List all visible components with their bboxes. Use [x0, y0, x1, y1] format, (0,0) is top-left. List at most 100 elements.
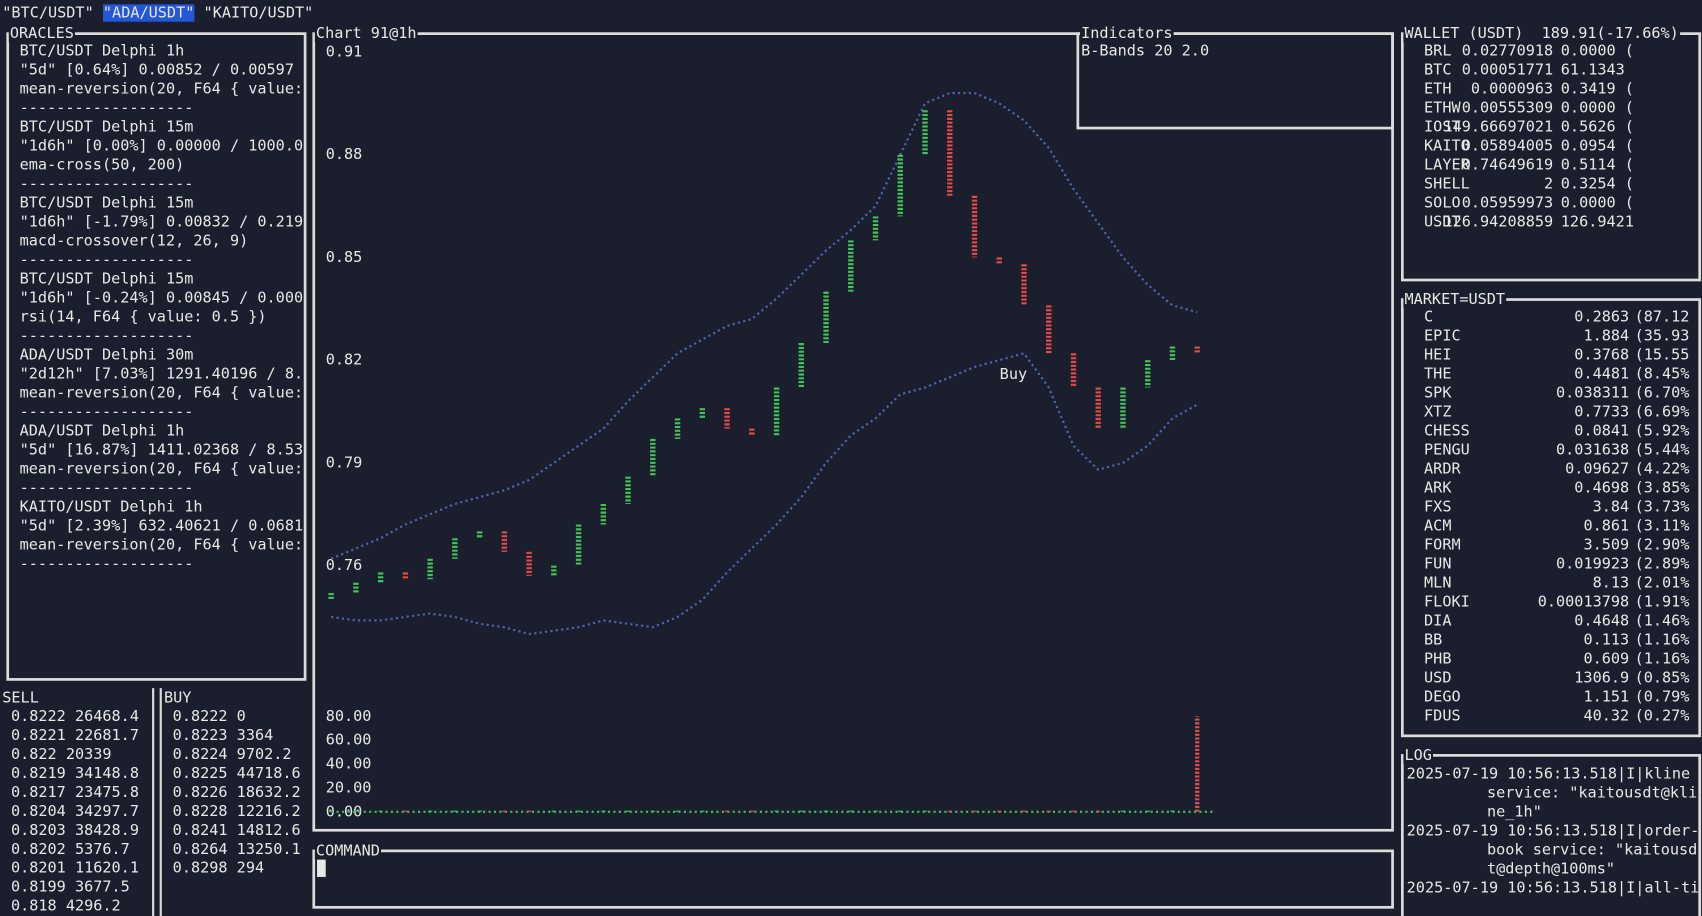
separator: -------------------: [20, 326, 194, 344]
price: 0.3768: [1574, 345, 1629, 363]
oracle-line[interactable]: BTC/USDT Delphi 15m: [20, 117, 194, 135]
oracle-line[interactable]: ema-cross(50, 200): [20, 155, 185, 173]
indicators-box: [1076, 32, 1394, 130]
oracle-line[interactable]: mean-reversion(20, F64 { value:: [20, 459, 303, 477]
value: 0.0954 (: [1561, 136, 1634, 154]
symbol[interactable]: PHB: [1424, 649, 1451, 667]
sell-order: 0.8221 22681.7: [11, 726, 139, 744]
symbol[interactable]: MLN: [1424, 573, 1451, 591]
oracle-line[interactable]: BTC/USDT Delphi 1h: [20, 42, 185, 60]
change: (6.70%: [1635, 383, 1690, 401]
asset: USDT: [1424, 212, 1461, 230]
symbol[interactable]: SPK: [1424, 383, 1452, 401]
change: (35.93: [1635, 326, 1690, 344]
symbol[interactable]: FLOKI: [1424, 592, 1470, 610]
oracle-line[interactable]: ADA/USDT Delphi 1h: [20, 421, 185, 439]
separator: -------------------: [20, 98, 194, 116]
symbol[interactable]: BB: [1424, 630, 1442, 648]
log-line: t@depth@100ms": [1487, 859, 1615, 877]
oracle-line[interactable]: "2d12h" [7.03%] 1291.40196 / 8.: [20, 364, 303, 382]
change: (6.69%: [1635, 402, 1690, 420]
symbol[interactable]: C: [1424, 307, 1433, 325]
tab[interactable]: "ADA/USDT": [103, 4, 194, 22]
price: 3.509: [1583, 535, 1629, 553]
y-tick-label: 0.88: [326, 145, 363, 163]
sell-order: 0.8222 26468.4: [11, 707, 139, 725]
y-tick-label: 0.82: [326, 351, 363, 369]
title-bg: [1080, 24, 1174, 43]
oracle-line[interactable]: "5d" [16.87%] 1411.02368 / 8.53: [20, 440, 303, 458]
value: 61.1343: [1561, 61, 1625, 79]
symbol[interactable]: FORM: [1424, 535, 1461, 553]
asset: ETHW: [1424, 98, 1461, 116]
change: (1.46%: [1635, 611, 1690, 629]
price: 0.861: [1583, 516, 1629, 534]
asset: KAITO: [1424, 136, 1470, 154]
amount: 0.00555309: [1462, 98, 1553, 116]
oracle-line[interactable]: rsi(14, F64 { value: 0.5 }): [20, 307, 267, 325]
change: (2.89%: [1635, 554, 1690, 572]
price: 1.884: [1583, 326, 1629, 344]
price: 0.031638: [1556, 440, 1629, 458]
symbol[interactable]: XTZ: [1424, 402, 1451, 420]
symbol[interactable]: ARK: [1424, 478, 1452, 496]
title-bg: [1403, 746, 1434, 765]
oracle-line[interactable]: macd-crossover(12, 26, 9): [20, 231, 249, 249]
symbol[interactable]: PENGU: [1424, 440, 1470, 458]
change: (1.16%: [1635, 630, 1690, 648]
oracle-line[interactable]: BTC/USDT Delphi 15m: [20, 193, 194, 211]
symbol[interactable]: FUN: [1424, 554, 1451, 572]
amount: 0.0000963: [1471, 79, 1553, 97]
cursor: [317, 859, 326, 877]
volume-tick-label: 40.00: [326, 755, 372, 773]
symbol[interactable]: FDUS: [1424, 706, 1461, 724]
indicator[interactable]: B-Bands 20 2.0: [1081, 42, 1209, 60]
sell-order: 0.8217 23475.8: [11, 783, 139, 801]
symbol[interactable]: ARDR: [1424, 459, 1461, 477]
tab[interactable]: "BTC/USDT": [2, 4, 93, 22]
oracle-line[interactable]: "1d6h" [-1.79%] 0.00832 / 0.219: [20, 212, 303, 230]
symbol[interactable]: ACM: [1424, 516, 1451, 534]
value: 0.3254 (: [1561, 174, 1634, 192]
oracle-line[interactable]: mean-reversion(20, F64 { value:: [20, 535, 303, 553]
panel-title: WALLET (USDT) 189.91(-17.66%): [1405, 24, 1679, 42]
oracle-line[interactable]: "5d" [0.64%] 0.00852 / 0.00597: [20, 61, 294, 79]
buy-title: BUY: [164, 688, 191, 706]
symbol[interactable]: HEI: [1424, 345, 1451, 363]
title-bg: [314, 842, 382, 860]
oracle-line[interactable]: mean-reversion(20, F64 { value:: [20, 383, 303, 401]
sell-order: 0.8202 5376.7: [11, 840, 130, 858]
price: 0.7733: [1574, 402, 1629, 420]
buy-order: 0.8228 12216.2: [173, 802, 301, 820]
oracle-line[interactable]: "1d6h" [0.00%] 0.00000 / 1000.0: [20, 136, 303, 154]
oracle-line[interactable]: mean-reversion(20, F64 { value:: [20, 79, 303, 97]
value: 126.9421: [1561, 212, 1634, 230]
price: 0.0841: [1574, 421, 1629, 439]
symbol[interactable]: DEGO: [1424, 687, 1461, 705]
sell-order: 0.8219 34148.8: [11, 764, 139, 782]
symbol[interactable]: CHESS: [1424, 421, 1470, 439]
oracles-box: [6, 32, 307, 681]
oracle-line[interactable]: "5d" [2.39%] 632.40621 / 0.0681: [20, 516, 303, 534]
oracle-line[interactable]: "1d6h" [-0.24%] 0.00845 / 0.000: [20, 288, 303, 306]
symbol[interactable]: EPIC: [1424, 326, 1461, 344]
symbol[interactable]: DIA: [1424, 611, 1451, 629]
price: 3.84: [1593, 497, 1630, 515]
asset: IOST: [1424, 117, 1461, 135]
oracle-line[interactable]: ADA/USDT Delphi 30m: [20, 345, 194, 363]
price: 0.09627: [1565, 459, 1629, 477]
bollinger-band: [330, 352, 1198, 636]
command-box: [312, 849, 1394, 909]
tab[interactable]: "KAITO/USDT": [204, 4, 314, 22]
symbol[interactable]: USD: [1424, 668, 1451, 686]
amount: 0.05894005: [1462, 136, 1553, 154]
oracle-line[interactable]: KAITO/USDT Delphi 1h: [20, 497, 203, 515]
oracle-line[interactable]: BTC/USDT Delphi 15m: [20, 269, 194, 287]
sell-order: 0.822 20339: [11, 745, 112, 763]
asset: BTC: [1424, 61, 1451, 79]
market-box: [1400, 298, 1702, 738]
change: (5.92%: [1635, 421, 1690, 439]
symbol[interactable]: THE: [1424, 364, 1451, 382]
price: 0.00013798: [1538, 592, 1629, 610]
symbol[interactable]: FXS: [1424, 497, 1451, 515]
